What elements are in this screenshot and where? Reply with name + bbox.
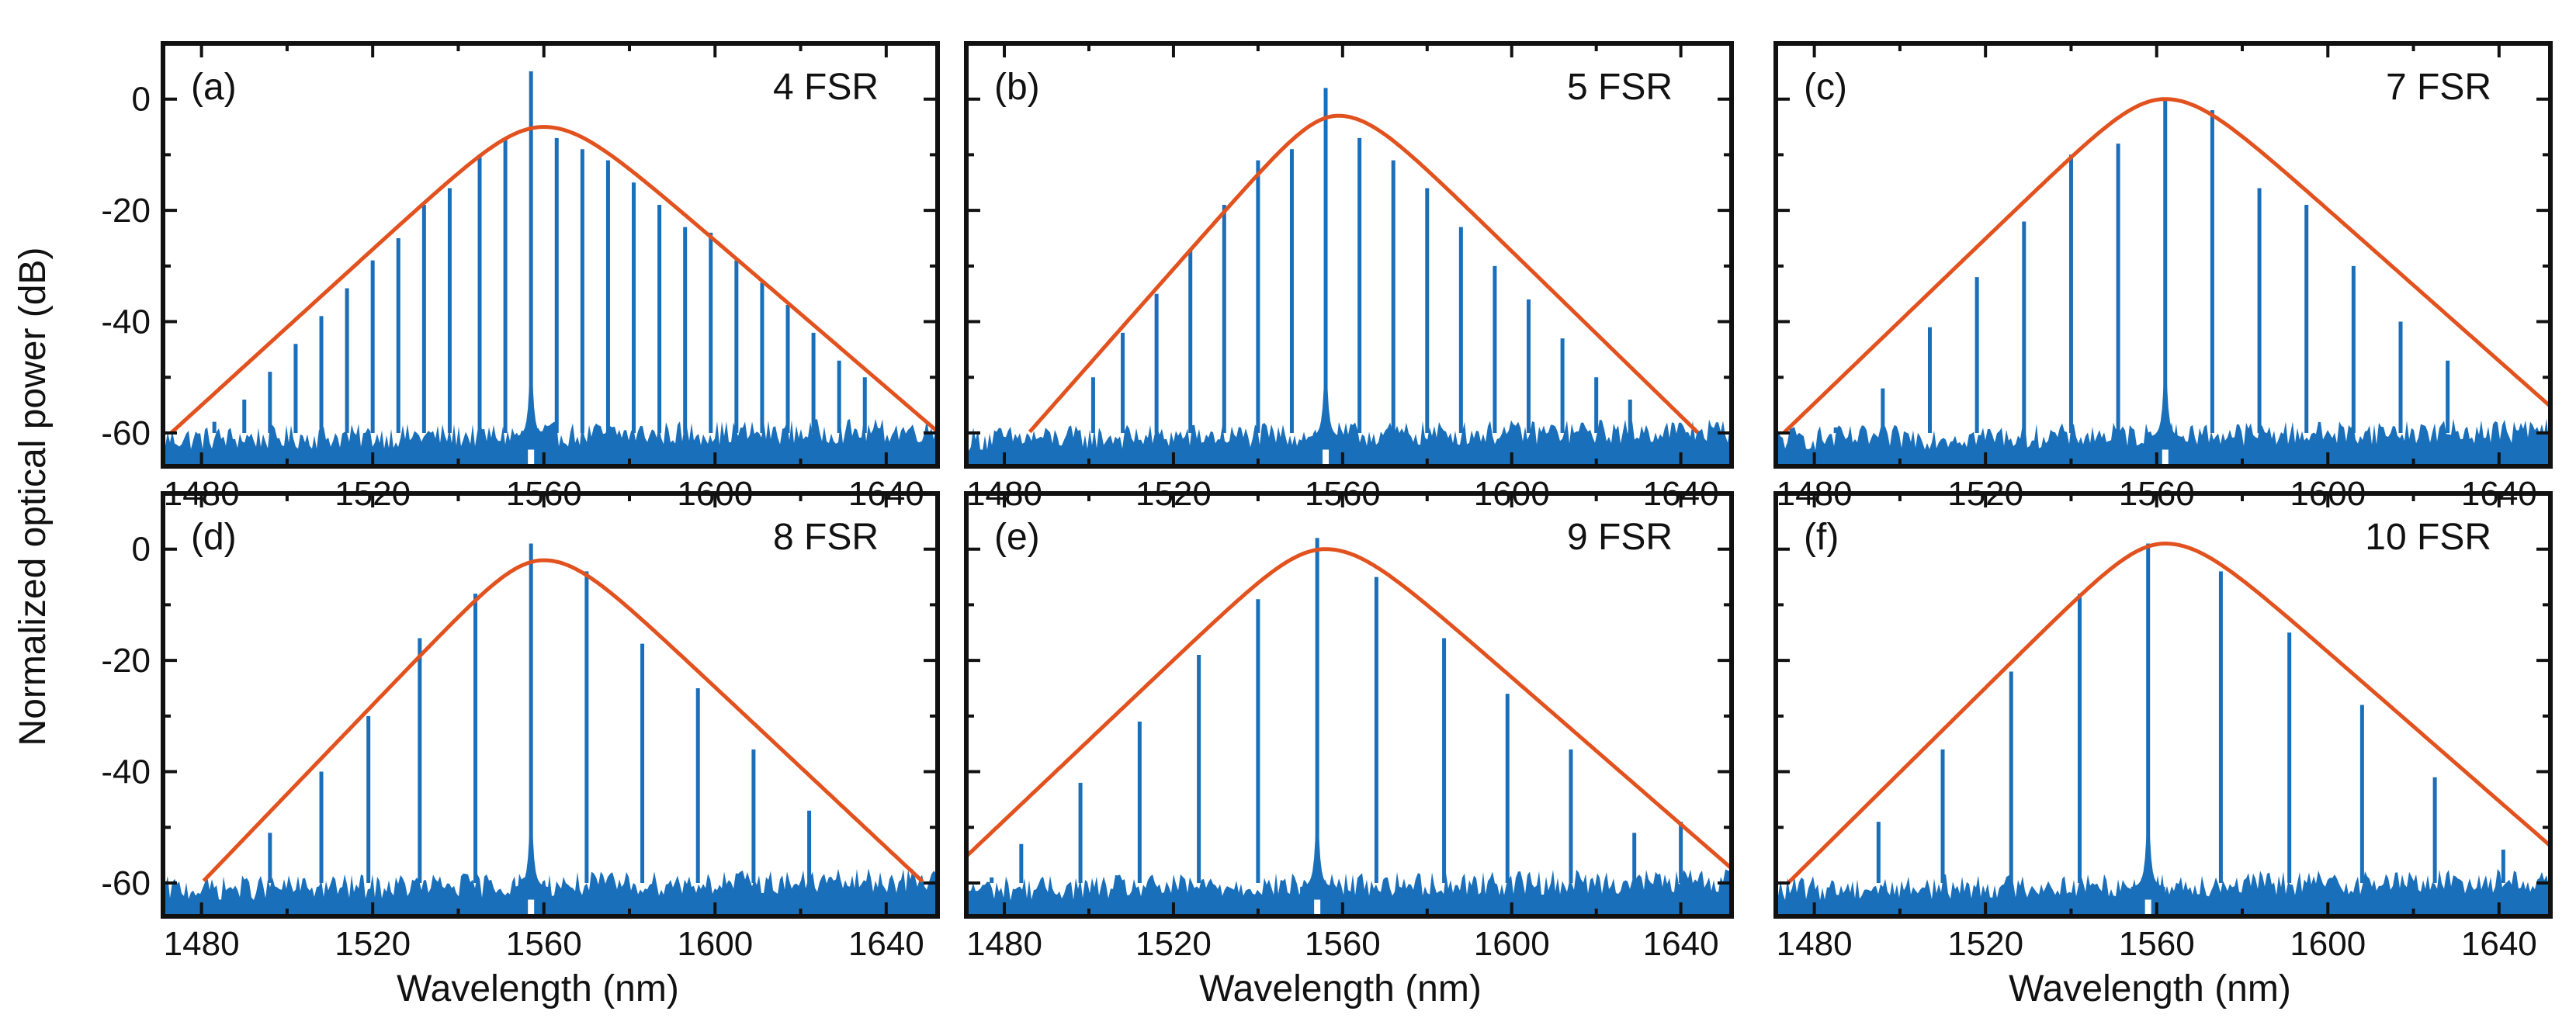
panel-letter: (f): [1804, 517, 1839, 558]
y-tick-label: -20: [101, 192, 151, 230]
x-axis-title-col2: Wavelength (nm): [1199, 968, 1482, 1009]
noise-floor: [966, 419, 1732, 466]
panel-e-plot-area: [966, 538, 1732, 916]
filter-notch: [1323, 449, 1330, 466]
panel-f-plot-area: [1776, 541, 2550, 916]
panel-d: 1480 1520 1560 1600 1640 0 -20 -40 -60 (d) 8 FSR: [101, 491, 940, 963]
x-tick-label: 1480: [164, 925, 240, 963]
sech2-envelope: [202, 558, 924, 883]
y-tick-label: -40: [101, 303, 151, 341]
x-tick-label: 1520: [335, 925, 411, 963]
x-axis-title-col3: Wavelength (nm): [2009, 968, 2291, 1009]
x-tick-label: 1640: [1643, 925, 1719, 963]
filter-notch: [528, 899, 535, 916]
x-tick-label: 1480: [966, 925, 1042, 963]
noise-floor: [966, 869, 1732, 916]
fsr-annotation: 5 FSR: [1567, 67, 1673, 108]
fsr-annotation: 8 FSR: [773, 517, 879, 558]
plot-frame: [1773, 41, 2553, 469]
y-axis-title: Normalized optical power (dB): [12, 248, 54, 746]
panel-letter: (d): [191, 517, 237, 558]
panels: 1480 1520 1560 1600 1640 0 -20 -40 -60 (a) 4 FSR 14…: [101, 41, 2553, 963]
panel-b-plot-area: [966, 88, 1732, 466]
panel-letter: (c): [1804, 67, 1847, 108]
plot-frame: [161, 491, 940, 919]
noise-floor: [163, 418, 938, 466]
fsr-annotation: 10 FSR: [2365, 517, 2491, 558]
y-tick-label: 0: [132, 531, 151, 569]
x-tick-label: 1640: [848, 925, 924, 963]
panel-d-plot-area: [163, 543, 938, 916]
panel-letter: (e): [994, 517, 1040, 558]
panel-letter: (b): [994, 67, 1040, 108]
plot-frame: [161, 41, 940, 469]
panel-c-plot-area: [1776, 97, 2550, 466]
panel-c: 1480 1520 1560 1600 1640(c) 7 FSR: [1773, 41, 2553, 513]
panel-e: 1480 1520 1560 1600 1640 (e) 9 FSR: [964, 491, 1734, 963]
panel-f: 1480 1520 1560 1600 1640 (f) 10 FSR: [1773, 491, 2553, 963]
sech2-envelope: [1787, 541, 2550, 885]
x-tick-label: 1640: [2461, 925, 2537, 963]
y-tick-label: 0: [132, 81, 151, 119]
sech2-envelope: [1028, 113, 1700, 435]
y-tick-label: -20: [101, 642, 151, 680]
panel-a-plot-area: [163, 71, 938, 466]
sech2-envelope: [966, 547, 1732, 871]
y-tick-label: -60: [101, 414, 151, 452]
x-tick-label: 1560: [506, 925, 582, 963]
x-tick-label: 1560: [1305, 925, 1381, 963]
x-tick-label: 1480: [1777, 925, 1853, 963]
x-tick-label: 1600: [1474, 925, 1550, 963]
panel-b: 1480 1520 1560 1600 1640(b) 5 FSR: [964, 41, 1734, 513]
y-tick-label: -40: [101, 753, 151, 791]
plot-frame: [964, 41, 1734, 469]
fsr-annotation: 4 FSR: [773, 67, 879, 108]
x-tick-label: 1600: [677, 925, 753, 963]
fsr-annotation: 9 FSR: [1567, 517, 1673, 558]
x-tick-label: 1520: [1135, 925, 1212, 963]
sech2-envelope: [170, 125, 938, 435]
y-tick-label: -60: [101, 864, 151, 902]
plot-frame: [1773, 491, 2553, 919]
x-axis-title-col1: Wavelength (nm): [397, 968, 679, 1009]
filter-notch: [528, 449, 535, 466]
panel-letter: (a): [191, 67, 237, 108]
filter-notch: [2144, 899, 2151, 916]
x-tick-label: 1520: [1947, 925, 2023, 963]
x-tick-label: 1560: [2119, 925, 2195, 963]
fsr-annotation: 7 FSR: [2386, 67, 2491, 108]
filter-notch: [2162, 449, 2169, 466]
filter-notch: [1314, 899, 1321, 916]
sech2-envelope: [1783, 97, 2550, 434]
noise-floor: [163, 868, 938, 916]
plot-frame: [964, 491, 1734, 919]
x-tick-label: 1600: [2290, 925, 2366, 963]
